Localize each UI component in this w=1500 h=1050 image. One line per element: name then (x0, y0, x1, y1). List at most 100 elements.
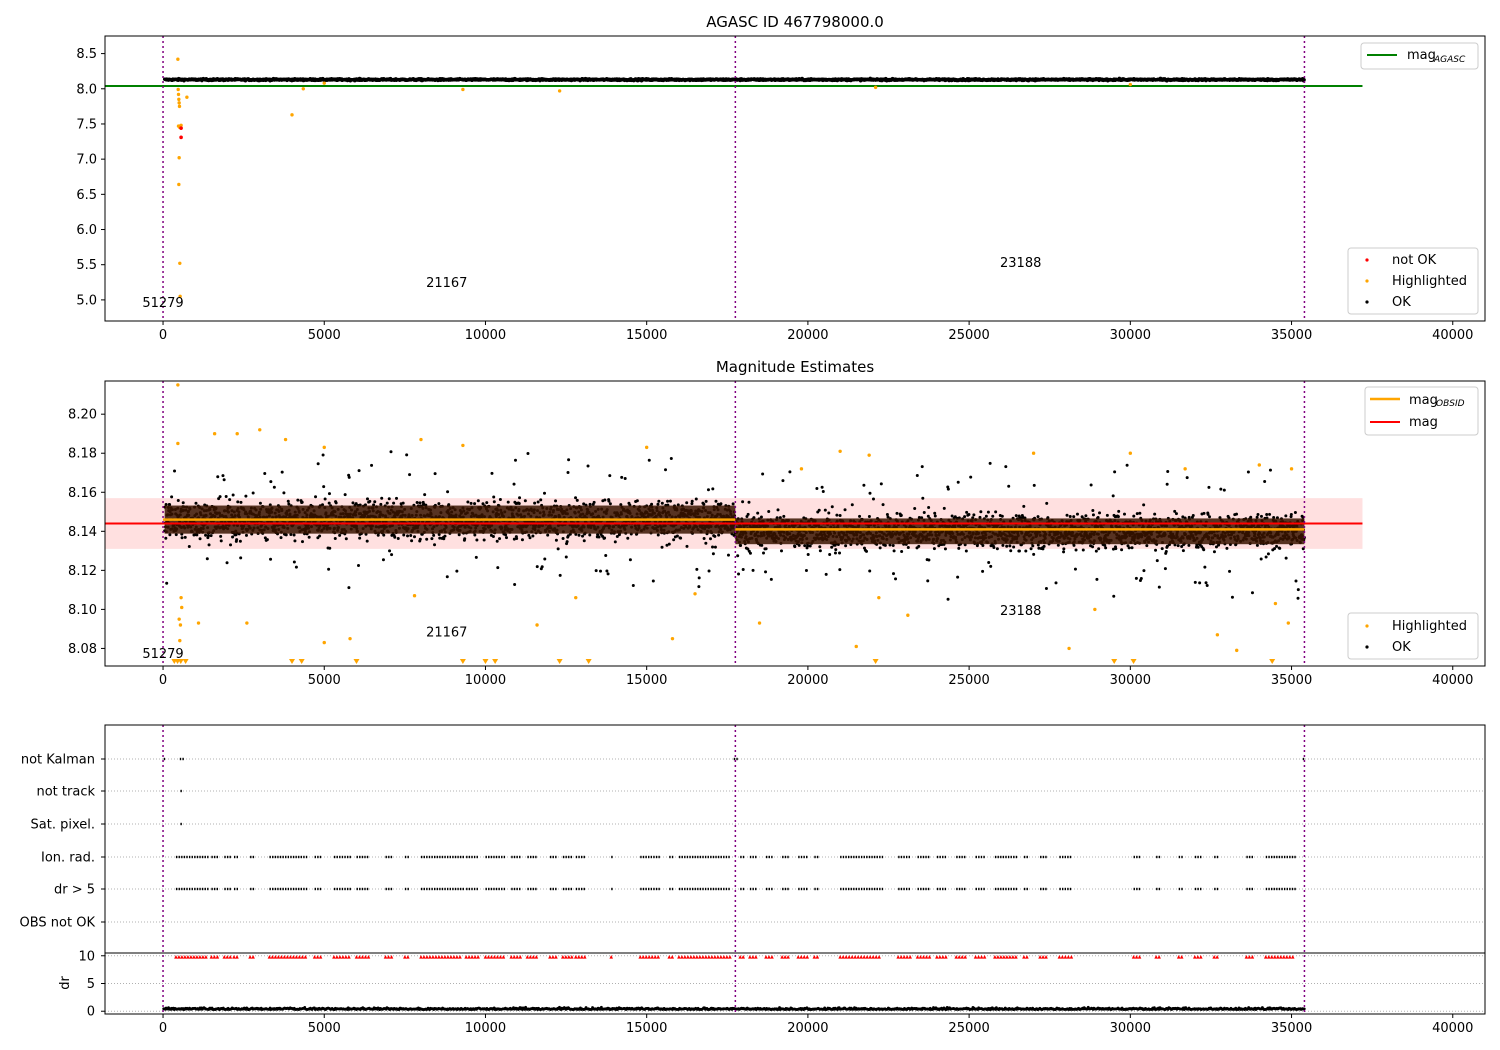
ok-point (321, 453, 325, 457)
ok-point (239, 556, 243, 560)
ok-point (433, 543, 437, 547)
ok-point (333, 536, 337, 540)
ok-point (731, 502, 735, 506)
highlighted-point (322, 81, 326, 85)
ok-point (608, 474, 612, 478)
ok-point (206, 534, 210, 538)
ok-point (760, 543, 764, 547)
ok-point (415, 501, 419, 505)
ok-point (327, 492, 331, 496)
ok-point (475, 538, 479, 542)
ok-point (445, 575, 449, 579)
ok-point (222, 478, 226, 482)
ok-point (473, 502, 477, 506)
ok-point (466, 500, 470, 504)
x-tick-label: 0 (159, 328, 167, 343)
ok-point (626, 536, 630, 540)
ok-point (204, 533, 208, 537)
ok-point (238, 539, 242, 543)
ok-legend-label: OK (1392, 295, 1411, 310)
highlighted-point (176, 87, 180, 92)
ok-point (194, 501, 198, 505)
x-tick-label: 10000 (465, 328, 506, 343)
ok-point (741, 567, 745, 571)
ok-point (586, 464, 590, 468)
ok-point (373, 500, 377, 504)
ok-point (797, 543, 801, 547)
ok-point (239, 500, 243, 504)
ok-point (408, 473, 412, 477)
ok-point (446, 490, 450, 494)
ok-point (694, 497, 698, 501)
highlighted-point (177, 101, 181, 105)
ok-point (334, 501, 338, 505)
ok-point (543, 491, 547, 495)
ok-point (606, 572, 610, 576)
ok-point (554, 499, 558, 503)
ok-point (623, 476, 627, 480)
highlighted-legend-marker (1365, 279, 1369, 283)
ok-point (294, 565, 298, 569)
y-tick-label: 7.5 (76, 117, 97, 132)
ok-point (344, 537, 348, 541)
ok-point (229, 543, 233, 547)
ok-point (806, 544, 810, 548)
ok-point (463, 537, 467, 541)
ok-point (176, 498, 180, 502)
ok-point (751, 568, 755, 572)
highlighted-point (176, 92, 181, 97)
x-tick-label: 5000 (308, 328, 341, 343)
ok-point (862, 483, 866, 487)
not-ok-point (179, 135, 183, 140)
ok-point (504, 536, 508, 540)
mag-agasc-legend-label: mag (1407, 48, 1436, 63)
ok-point (823, 508, 827, 512)
ok-point (322, 485, 326, 489)
ok-point (892, 549, 896, 553)
ok-point (221, 474, 225, 478)
highlighted-point (177, 97, 181, 102)
ok-point (343, 493, 347, 497)
ok-point (370, 463, 374, 467)
ok-point (430, 537, 434, 541)
ok-point (323, 497, 327, 501)
ok-point (564, 555, 568, 559)
ok-point (868, 491, 872, 495)
ok-point (328, 546, 332, 550)
ok-point (781, 479, 785, 483)
panel2-title: Magnitude Estimates (716, 358, 874, 376)
ok-point (506, 500, 510, 504)
ok-point (316, 462, 320, 466)
ok-point (543, 557, 547, 561)
ok-point (708, 537, 712, 541)
ok-point (697, 576, 701, 580)
obsid-label: 51279 (142, 296, 183, 311)
ok-point (631, 584, 635, 588)
ok-point (183, 535, 187, 539)
ok-point (878, 546, 882, 550)
ok-point (885, 512, 889, 516)
x-tick-label: 20000 (787, 328, 828, 343)
ok-point (385, 501, 389, 505)
ok-point (379, 502, 383, 506)
highlighted-point (177, 182, 181, 187)
ok-point (808, 544, 812, 548)
ok-point (567, 458, 571, 462)
ok-point (827, 511, 831, 515)
ok-point (675, 534, 679, 538)
ok-point (485, 501, 489, 505)
y-tick-label: 5.5 (76, 258, 97, 273)
ok-point (782, 514, 786, 518)
highlighted-point (176, 57, 180, 61)
ok-point (824, 572, 828, 576)
ok-point (899, 513, 903, 517)
ok-point (365, 539, 369, 543)
ok-point (711, 487, 715, 491)
ok-point (515, 536, 519, 540)
ok-point (588, 533, 592, 537)
ok-point (660, 545, 664, 549)
ok-point (473, 533, 477, 537)
ok-point (664, 468, 668, 472)
ok-point (558, 573, 562, 577)
ok-point (711, 545, 715, 549)
